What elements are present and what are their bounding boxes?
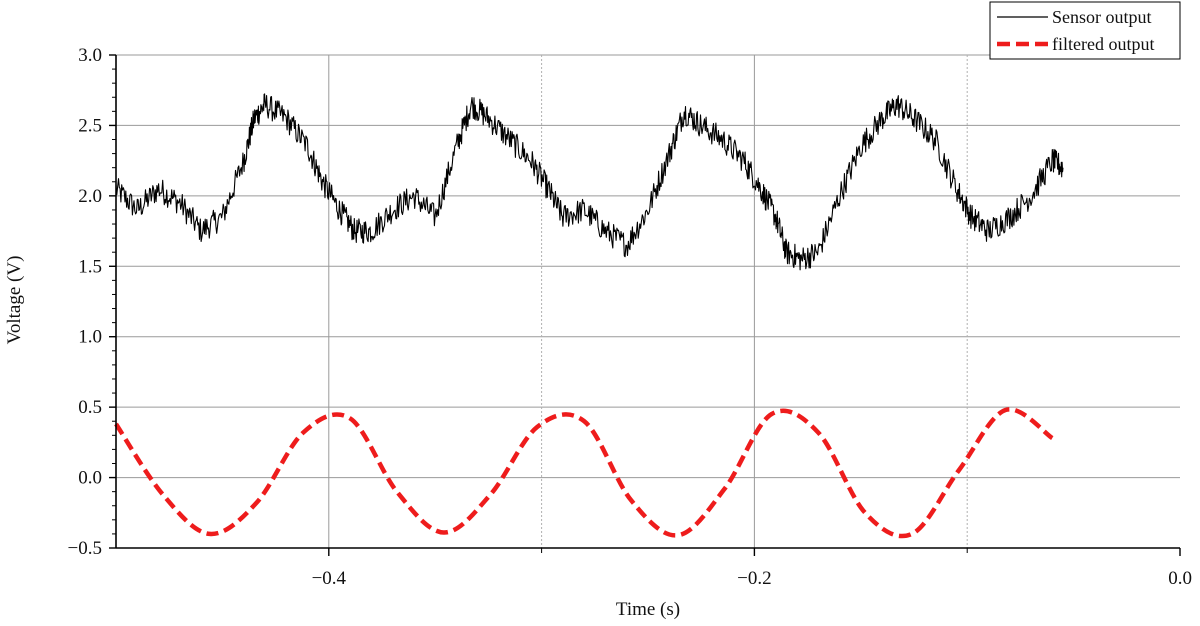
axes	[115, 55, 1180, 549]
legend-label-filtered-output: filtered output	[1052, 34, 1154, 54]
series-layer	[114, 93, 1064, 539]
y-tick-label: 0.0	[78, 468, 102, 489]
legend-box	[989, 1, 1181, 60]
y-tick-label: 1.5	[78, 256, 102, 277]
y-tick-label: 2.5	[78, 115, 102, 136]
y-tick-label: −0.5	[68, 538, 102, 559]
legend-label-sensor-output: Sensor output	[1052, 7, 1152, 27]
legend: Sensor output filtered output	[989, 1, 1181, 60]
series-line-filtered-output	[114, 407, 1054, 539]
x-tick-label: 0.0	[1168, 568, 1192, 589]
y-axis-title: Voltage (V)	[4, 256, 25, 345]
ticks: 3.0 2.5 2.0 1.5 1.0 0.5 0.0 −0.5 −0.4 −0.2 0.0	[68, 45, 1192, 589]
y-tick-label: 0.5	[78, 397, 102, 418]
x-tick-label: −0.2	[737, 568, 771, 589]
y-tick-label: 2.0	[78, 186, 102, 207]
y-tick-label: 1.0	[78, 327, 102, 348]
x-tick-label: −0.4	[312, 568, 347, 589]
x-axis-title: Time (s)	[616, 599, 680, 620]
grid	[116, 54, 1180, 548]
series-line-sensor-output	[115, 93, 1064, 271]
y-tick-label: 3.0	[78, 45, 102, 66]
